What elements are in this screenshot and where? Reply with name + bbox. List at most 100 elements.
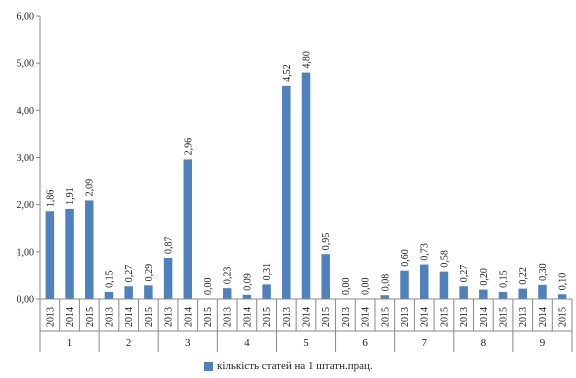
- y-tick-label: 6,00: [17, 12, 35, 23]
- bar-value-label: 0,31: [262, 263, 273, 281]
- bar: [419, 264, 429, 299]
- x-group-label: 5: [303, 337, 309, 349]
- bar-value-label: 0,00: [341, 278, 352, 296]
- bar: [144, 285, 153, 299]
- bar-value-label: 0,27: [459, 265, 470, 283]
- data-labels: 1,86 1,91 2,09 0,15 0,27 0,29 0,87 2,96 0,00 0,23…: [45, 51, 568, 295]
- x-year-label: 2015: [203, 307, 214, 327]
- x-group-label: 7: [421, 337, 427, 349]
- bar-value-label: 1,91: [65, 187, 76, 205]
- legend-label: кількість статей на 1 штатн.прац.: [217, 360, 373, 372]
- y-tick-label: 4,00: [17, 106, 35, 117]
- x-group-label: 2: [126, 337, 132, 349]
- x-year-label: 2015: [558, 307, 569, 327]
- bar: [498, 291, 508, 299]
- x-group-label: 3: [185, 337, 191, 349]
- bar: [242, 294, 252, 299]
- bar: [321, 254, 330, 299]
- x-year-label: 2015: [499, 307, 510, 327]
- y-tick-label: 1,00: [17, 247, 35, 258]
- y-tick-label: 2,00: [17, 200, 35, 211]
- bar-value-label: 0,15: [499, 270, 510, 288]
- x-group-label: 9: [540, 337, 546, 349]
- x-year-label: 2013: [104, 307, 115, 327]
- x-group-label: 1: [67, 337, 73, 349]
- bar-value-label: 0,30: [538, 263, 549, 281]
- x-year-label: 2013: [164, 307, 175, 327]
- bar-value-label: 0,60: [400, 249, 411, 267]
- x-year-label: 2014: [479, 307, 490, 327]
- bar: [85, 200, 94, 299]
- bar: [222, 288, 232, 299]
- bar-value-label: 0,00: [203, 278, 214, 296]
- bar: [262, 284, 271, 299]
- bar-value-label: 0,87: [164, 236, 175, 254]
- x-year-label: 2014: [124, 307, 135, 327]
- bar: [163, 257, 173, 299]
- x-year-label: 2013: [341, 307, 352, 327]
- bar-value-label: 0,95: [321, 233, 332, 251]
- bar-value-label: 1,86: [45, 190, 56, 208]
- legend: кількість статей на 1 штатн.прац.: [204, 358, 373, 374]
- bar: [65, 208, 74, 299]
- y-tick-label: 0,00: [17, 295, 35, 306]
- x-year-label: 2015: [144, 307, 155, 327]
- y-tick-label: 5,00: [17, 59, 35, 70]
- bar-value-label: 0,00: [361, 278, 372, 296]
- x-year-label: 2014: [420, 307, 431, 327]
- bar: [557, 294, 567, 299]
- x-group-label: 8: [481, 337, 487, 349]
- bar: [518, 288, 527, 299]
- x-year-label: 2014: [361, 307, 372, 327]
- bar: [538, 284, 547, 299]
- bar-value-label: 0,73: [420, 243, 431, 261]
- bar-value-label: 0,10: [558, 273, 569, 291]
- bar: [439, 271, 449, 299]
- bar: [282, 85, 291, 299]
- x-year-label: 2013: [459, 307, 470, 327]
- x-year-label: 2013: [400, 307, 411, 327]
- bars: [45, 72, 567, 299]
- bar: [104, 291, 114, 299]
- legend-swatch: [204, 361, 213, 371]
- x-year-label: 2015: [439, 307, 450, 327]
- x-year-label: 2013: [282, 307, 293, 327]
- x-year-label: 2013: [518, 307, 529, 327]
- x-year-label: 2015: [262, 307, 273, 327]
- bar-value-label: 0,20: [479, 268, 490, 286]
- bar-value-label: 0,29: [144, 264, 155, 282]
- x-year-label: 2014: [65, 307, 76, 327]
- bar: [301, 72, 311, 299]
- x-year-label: 2013: [45, 307, 56, 327]
- y-tick-label: 3,00: [17, 153, 35, 164]
- bar-value-label: 2,09: [85, 179, 96, 197]
- x-year-label: 2014: [538, 307, 549, 327]
- bar-value-label: 0,08: [380, 274, 391, 292]
- bar-value-label: 0,23: [223, 267, 234, 285]
- x-year-label: 2013: [223, 307, 234, 327]
- x-year-label: 2014: [302, 307, 313, 327]
- x-year-label: 2014: [242, 307, 253, 327]
- bar-value-label: 2,96: [183, 138, 194, 156]
- bar-value-label: 4,52: [282, 64, 293, 82]
- bar-value-label: 0,58: [439, 250, 450, 268]
- bar: [124, 286, 133, 299]
- x-year-label: 2015: [85, 307, 96, 327]
- bar: [45, 211, 55, 299]
- x-group-label: 4: [244, 337, 250, 349]
- bar: [459, 286, 468, 299]
- x-group-label: 6: [362, 337, 368, 349]
- bar: [380, 295, 390, 299]
- bar: [479, 289, 488, 299]
- bar-value-label: 0,22: [518, 267, 529, 285]
- x-year-label: 2014: [183, 307, 194, 327]
- bar: [183, 159, 193, 299]
- bar-value-label: 0,09: [242, 273, 253, 291]
- x-year-label: 2015: [321, 307, 332, 327]
- bar-value-label: 0,15: [104, 270, 115, 288]
- bar-value-label: 0,27: [124, 265, 135, 283]
- x-year-label: 2015: [380, 307, 391, 327]
- y-axis: 0,00 1,00 2,00 3,00 4,00 5,00 6,00: [17, 12, 41, 306]
